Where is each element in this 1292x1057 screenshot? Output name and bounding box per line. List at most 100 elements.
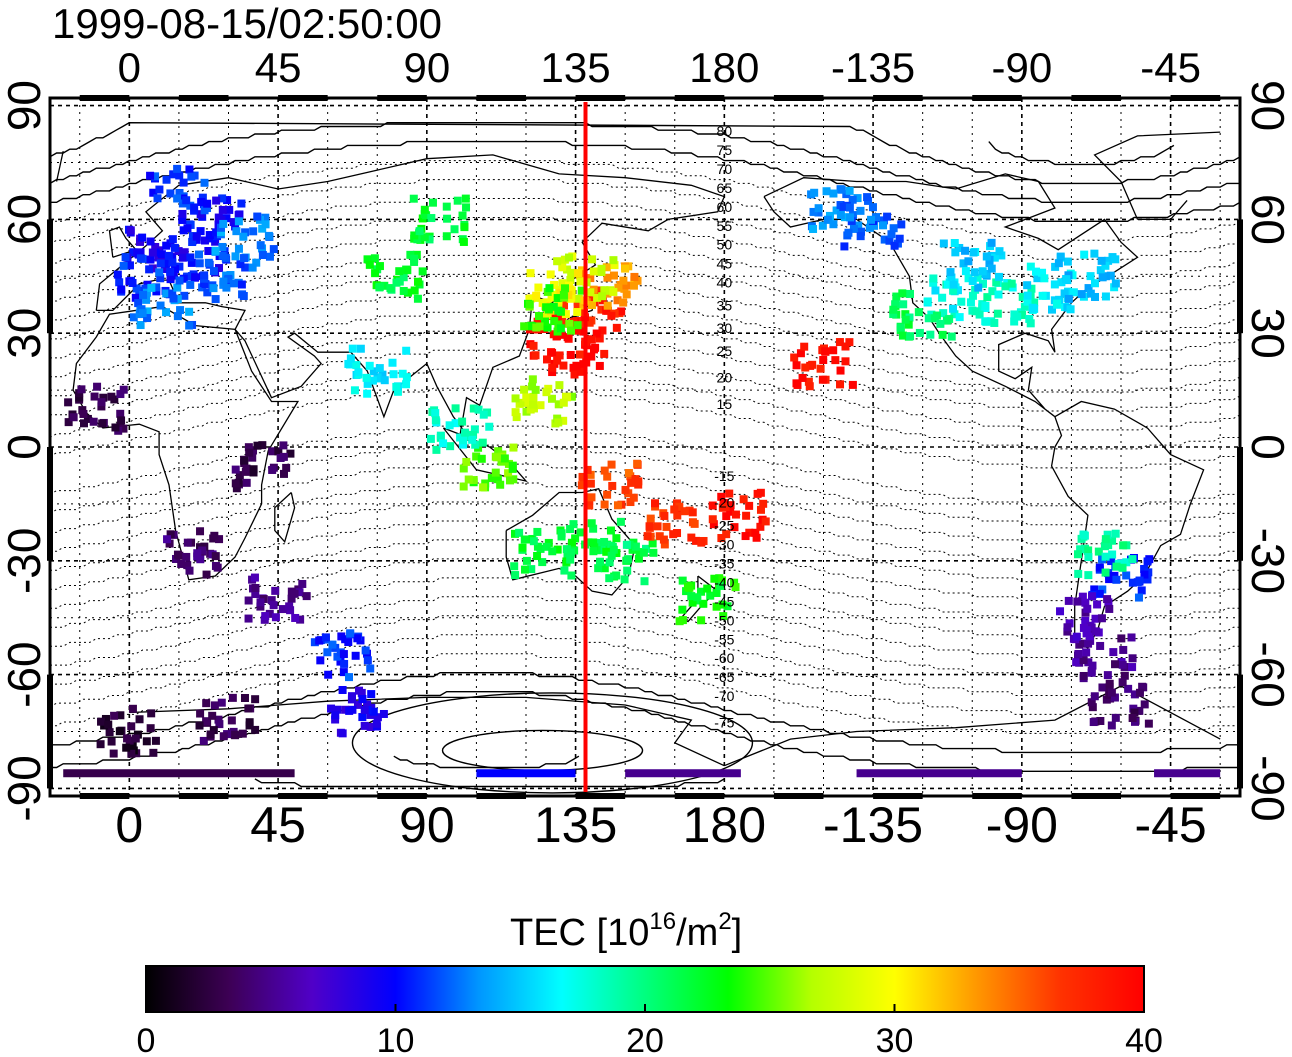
tec-point <box>867 215 876 224</box>
tec-point <box>331 715 340 724</box>
tec-point <box>494 447 503 456</box>
tec-point <box>536 401 545 410</box>
tec-point <box>558 263 567 272</box>
frame-bar-bottom <box>575 793 626 799</box>
tec-point <box>961 267 970 276</box>
tec-point <box>185 307 194 316</box>
tec-point <box>549 302 558 311</box>
tec-point <box>538 558 547 567</box>
tec-point <box>1101 568 1110 577</box>
tec-point <box>1086 272 1095 281</box>
tec-point <box>244 704 253 713</box>
tec-point <box>175 262 184 271</box>
tec-point <box>836 366 845 375</box>
tec-point <box>1053 299 1062 308</box>
tec-point <box>792 379 801 388</box>
contour-label-south: -35 <box>714 555 734 571</box>
tec-point <box>845 338 854 347</box>
tec-point <box>171 265 180 274</box>
tec-point <box>629 281 638 290</box>
tec-point <box>595 334 604 343</box>
tec-point <box>509 443 518 452</box>
tec-point <box>166 267 175 276</box>
tec-point <box>252 258 261 267</box>
tec-point <box>1066 305 1075 314</box>
tec-point <box>346 629 355 638</box>
tec-point <box>143 307 152 316</box>
tec-point <box>520 385 529 394</box>
contour-label-north: 35 <box>717 297 733 313</box>
tec-point <box>687 533 696 542</box>
tec-point <box>1088 661 1097 670</box>
tec-point <box>559 290 568 299</box>
colorbar-tick-label: 40 <box>1125 1022 1163 1057</box>
tec-point <box>586 274 595 283</box>
tec-point <box>622 540 631 549</box>
tec-point <box>439 439 448 448</box>
tec-point <box>560 566 569 575</box>
left-lat-tick-label: -30 <box>0 528 50 594</box>
tec-point <box>211 295 220 304</box>
tec-point <box>557 529 566 538</box>
tec-point <box>115 278 124 287</box>
tec-point <box>1134 593 1143 602</box>
magnetic-contour <box>50 292 1240 374</box>
tec-point <box>848 195 857 204</box>
tec-point <box>225 205 234 214</box>
tec-point <box>410 231 419 240</box>
tec-point <box>234 217 243 226</box>
tec-point <box>432 445 441 454</box>
tec-point <box>543 323 552 332</box>
tec-point <box>410 254 419 263</box>
tec-point <box>561 310 570 319</box>
tec-point <box>597 305 606 314</box>
tec-point <box>761 517 770 526</box>
tec-point <box>1101 535 1110 544</box>
tec-point <box>366 722 375 731</box>
tec-point <box>149 748 158 757</box>
tec-point <box>453 196 462 205</box>
tec-point <box>1096 641 1105 650</box>
tec-point <box>153 194 162 203</box>
tec-point <box>1101 261 1110 270</box>
tec-point <box>79 419 88 428</box>
frame-bar-bottom <box>773 793 824 799</box>
tec-point <box>1118 660 1127 669</box>
tec-point <box>165 539 174 548</box>
tec-point <box>491 468 500 477</box>
contour-label-south: -40 <box>714 574 734 590</box>
magnetic-contour <box>50 311 1240 393</box>
tec-point <box>566 548 575 557</box>
magnetic-contour <box>50 463 1240 545</box>
tec-point <box>403 288 412 297</box>
tec-point <box>1143 575 1152 584</box>
tec-point <box>518 543 527 552</box>
tec-point <box>64 398 73 407</box>
tec-point <box>810 188 819 197</box>
tec-point <box>868 203 877 212</box>
tec-point <box>240 254 249 263</box>
tec-point <box>534 312 543 321</box>
tec-point <box>1083 604 1092 613</box>
tec-point <box>706 591 715 600</box>
top-lon-tick-label: 180 <box>689 44 759 91</box>
tec-point <box>245 448 254 457</box>
tec-point <box>567 268 576 277</box>
tec-point <box>228 693 237 702</box>
left-lat-tick-label: -90 <box>0 755 50 821</box>
figure-title: 1999-08-15/02:50:00 <box>52 0 442 47</box>
tec-point <box>1105 604 1114 613</box>
frame-bar-bottom <box>79 793 130 799</box>
tec-point <box>969 248 978 257</box>
tec-point <box>1027 284 1036 293</box>
tec-point <box>146 171 155 180</box>
tec-point <box>219 277 228 286</box>
tec-point <box>111 423 120 432</box>
tec-point <box>372 719 381 728</box>
tec-point <box>901 310 910 319</box>
tec-point <box>567 392 576 401</box>
tec-point <box>1084 639 1093 648</box>
tec-point <box>413 277 422 286</box>
tec-point <box>1097 256 1106 265</box>
tec-point <box>529 341 538 350</box>
